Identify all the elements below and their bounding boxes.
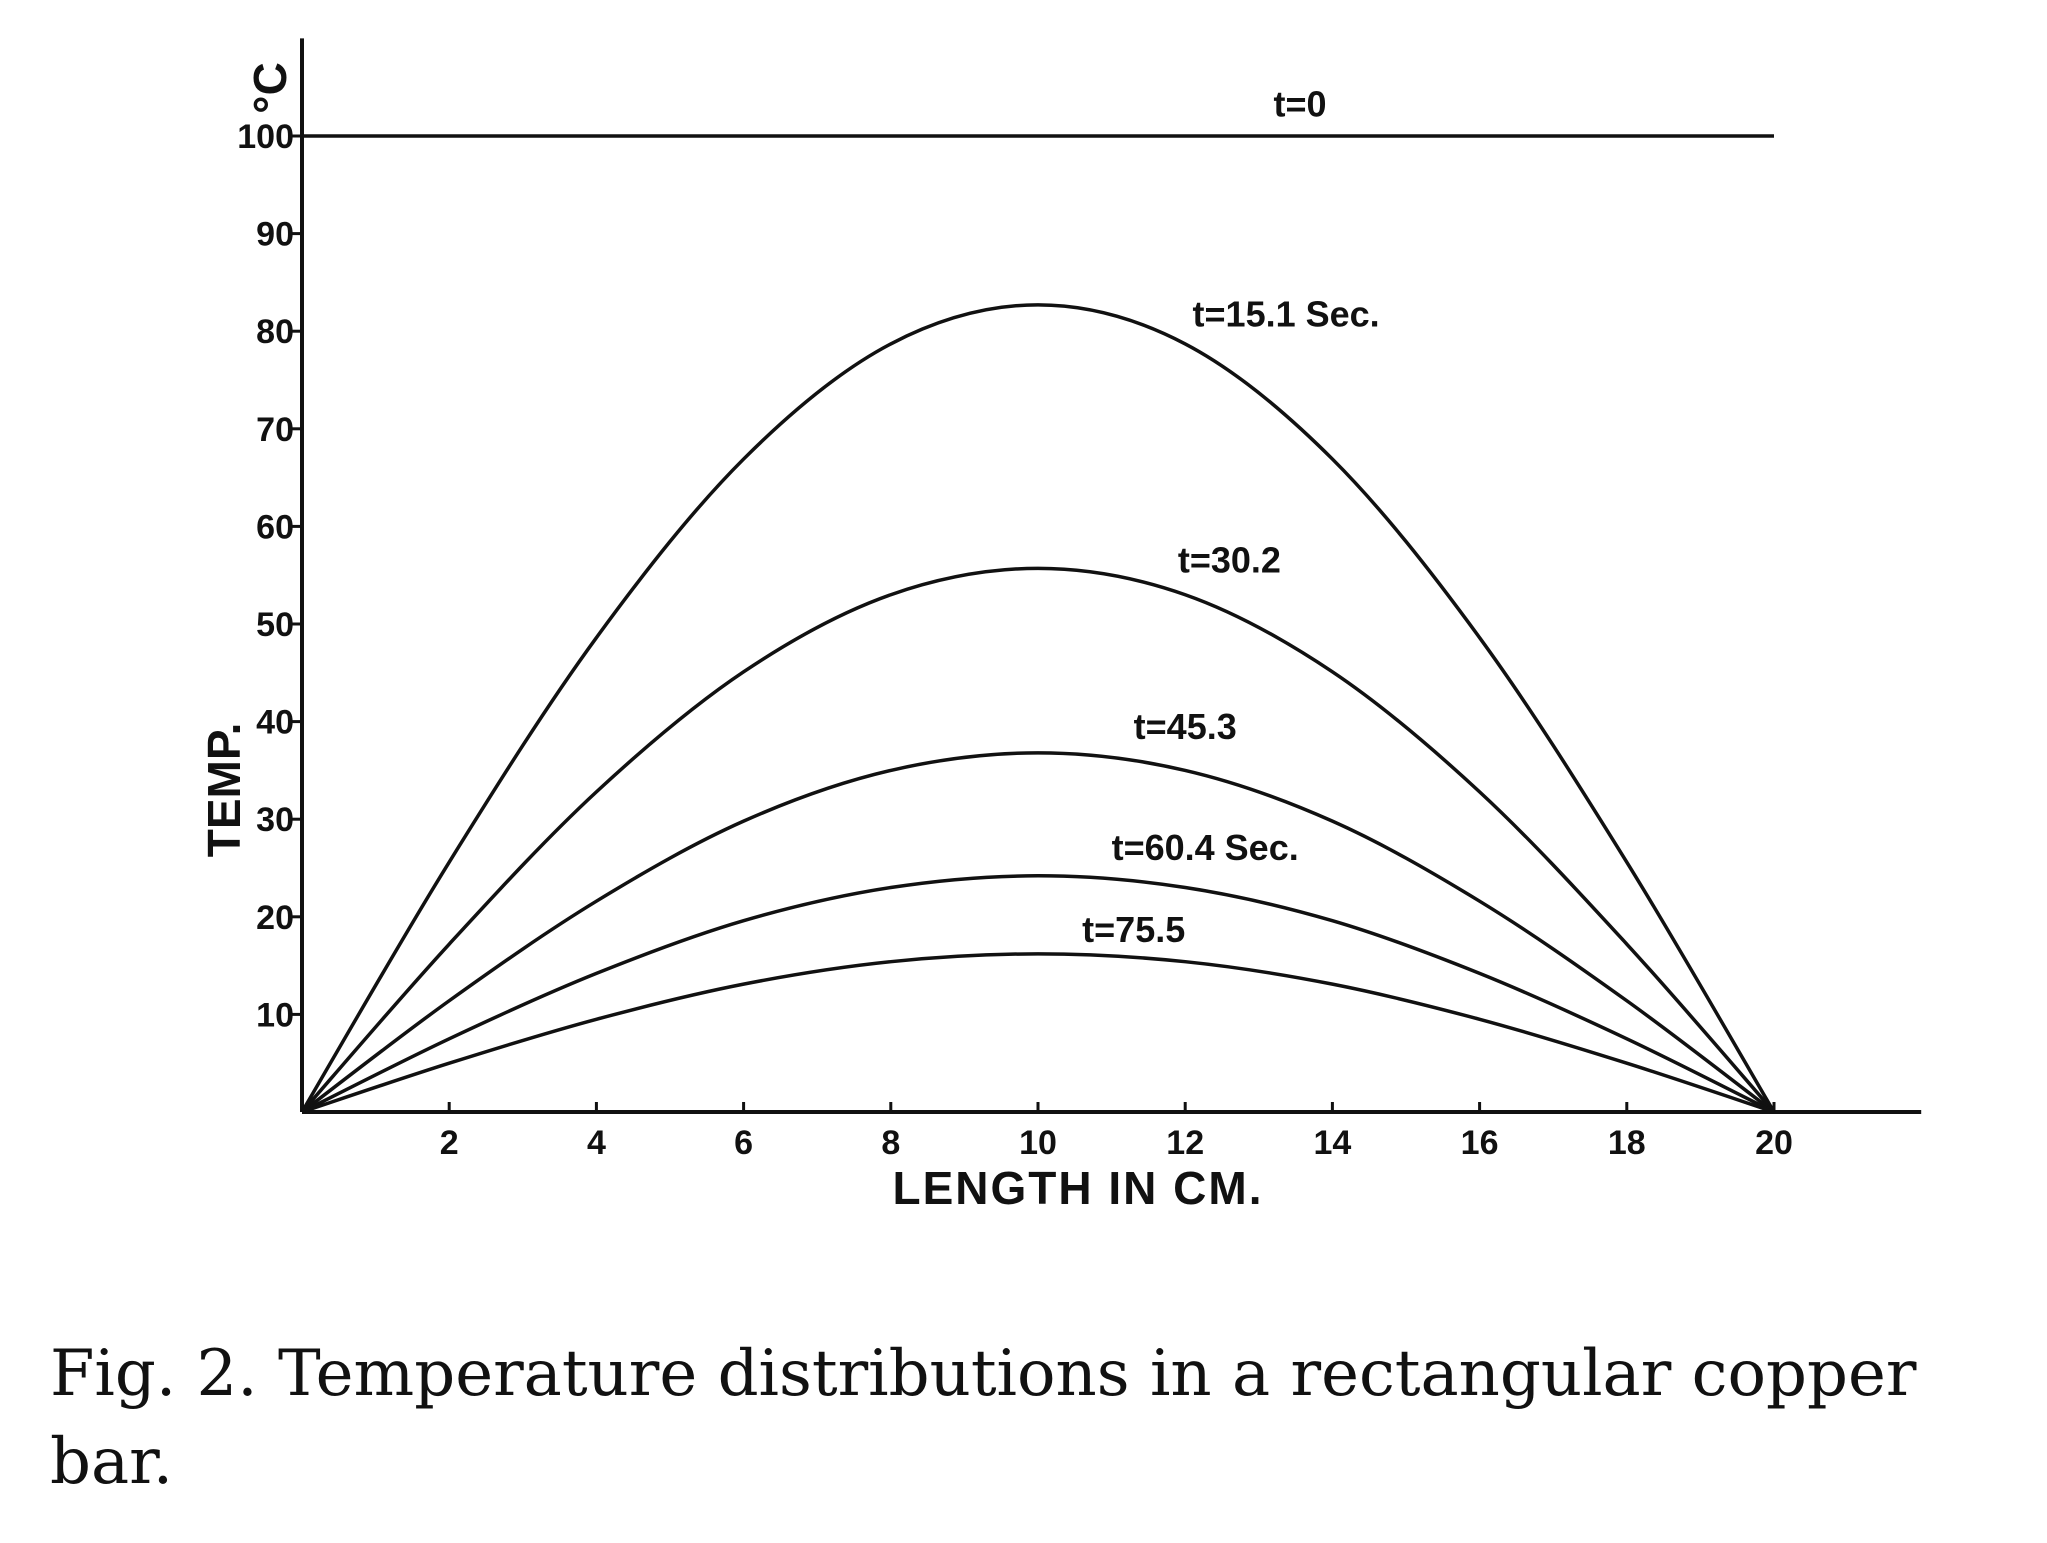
labels: t=0 t=15.1 Sec. t=30.2 t=45.3 t=60.4 Sec. t=7… [1082, 83, 1380, 950]
caption-text: Temperature distributions in a rectangul… [50, 1337, 1917, 1499]
x-axis-title: LENGTH IN CM. [893, 1162, 1264, 1214]
series-label-5: t=75.5 [1082, 909, 1185, 950]
series-line-4 [301, 874, 1775, 1114]
series-line-5 [301, 952, 1775, 1114]
y-tick-label-100: 100 [237, 118, 294, 156]
axes: 10 20 30 40 50 60 70 80 90 100 2 4 6 8 10 12 14 16 18 20 LEN… [198, 38, 1922, 1214]
x-tick-label-14: 14 [1313, 1124, 1351, 1162]
curves [300, 134, 1776, 1114]
x-tick-label-8: 8 [881, 1124, 900, 1162]
chart-svg: 10 20 30 40 50 60 70 80 90 100 2 4 6 8 10 12 14 16 18 20 LEN… [198, 38, 1922, 1214]
y-tick-label-90: 90 [256, 216, 294, 254]
caption-prefix: Fig. 2. [50, 1337, 258, 1411]
series-label-2: t=30.2 [1178, 539, 1281, 580]
figure-caption: Fig. 2. Temperature distributions in a r… [50, 1330, 2030, 1506]
series-line-1 [300, 303, 1776, 1113]
y-tick-label-40: 40 [256, 704, 294, 742]
series-label-0: t=0 [1274, 83, 1327, 124]
y-tick-label-70: 70 [256, 411, 294, 449]
series-label-3: t=45.3 [1134, 706, 1237, 747]
x-tick-label-12: 12 [1166, 1124, 1204, 1162]
x-tick-label-2: 2 [440, 1124, 459, 1162]
y-tick-label-50: 50 [256, 606, 294, 644]
y-tick-label-80: 80 [256, 313, 294, 351]
x-tick-label-20: 20 [1755, 1124, 1793, 1162]
y-tick-label-10: 10 [256, 996, 294, 1034]
series-label-4: t=60.4 Sec. [1112, 827, 1299, 868]
series-line-2 [300, 566, 1776, 1114]
x-tick-label-6: 6 [734, 1124, 753, 1162]
series-line-3 [300, 751, 1776, 1114]
y-axis-title: TEMP. [198, 723, 250, 858]
y-tick-label-60: 60 [256, 508, 294, 546]
x-tick-label-4: 4 [587, 1124, 606, 1162]
x-tick-label-10: 10 [1019, 1124, 1057, 1162]
x-tick-label-18: 18 [1608, 1124, 1646, 1162]
y-axis-unit: °C [244, 62, 296, 114]
y-tick-label-20: 20 [256, 899, 294, 937]
y-tick-label-30: 30 [256, 801, 294, 839]
series-label-1: t=15.1 Sec. [1193, 293, 1380, 334]
x-tick-label-16: 16 [1461, 1124, 1499, 1162]
